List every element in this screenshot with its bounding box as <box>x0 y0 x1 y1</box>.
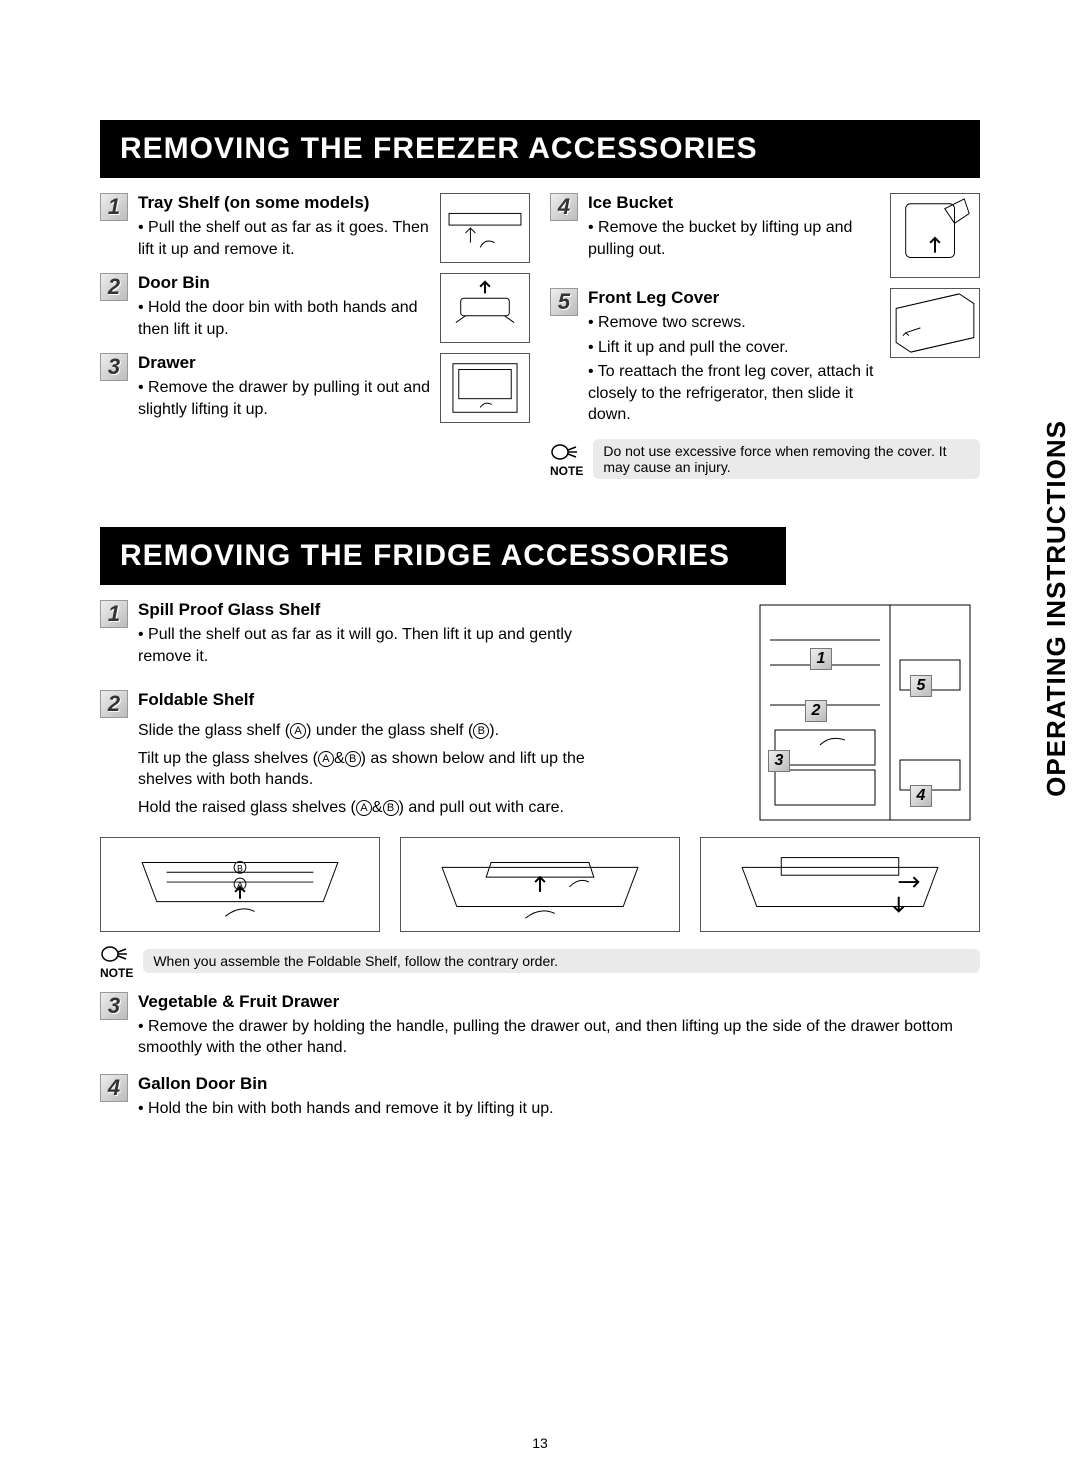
foldable-panel-3 <box>700 837 980 932</box>
callout-5: 5 <box>910 675 932 697</box>
foldable-line-3: Hold the raised glass shelves (A&B) and … <box>138 797 628 819</box>
step-bullet: Remove two screws. <box>588 312 880 334</box>
door-bin-illustration <box>440 273 530 343</box>
side-tab: OPERATING INSTRUCTIONS <box>1041 420 1072 797</box>
step-title: Ice Bucket <box>588 193 880 213</box>
callout-1: 1 <box>810 648 832 670</box>
leg-cover-illustration <box>890 288 980 358</box>
step-title: Drawer <box>138 353 430 373</box>
fridge-step-1: 1 Spill Proof Glass Shelf Pull the shelf… <box>100 600 628 670</box>
step-number: 1 <box>100 600 128 628</box>
step-number: 1 <box>100 193 128 221</box>
step-title: Door Bin <box>138 273 430 293</box>
step-bullet: Pull the shelf out as far as it goes. Th… <box>138 217 430 260</box>
note-text: When you assemble the Foldable Shelf, fo… <box>143 949 980 973</box>
step-title: Vegetable & Fruit Drawer <box>138 992 980 1012</box>
step-bullet: Pull the shelf out as far as it will go.… <box>138 624 628 667</box>
freezer-left-col: 1 Tray Shelf (on some models) Pull the s… <box>100 193 530 487</box>
fridge-step-2: 2 Foldable Shelf Slide the glass shelf (… <box>100 690 628 818</box>
step-bullet: Remove the bucket by lifting up and pull… <box>588 217 880 260</box>
step-number: 4 <box>100 1074 128 1102</box>
fridge-header: REMOVING THE FRIDGE ACCESSORIES <box>100 527 786 585</box>
callout-2: 2 <box>805 700 827 722</box>
freezer-step-5: 5 Front Leg Cover Remove two screws. Lif… <box>550 288 980 429</box>
step-title: Gallon Door Bin <box>138 1074 980 1094</box>
step-bullet: To reattach the front leg cover, attach … <box>588 361 880 426</box>
step-title: Spill Proof Glass Shelf <box>138 600 628 620</box>
step-number: 5 <box>550 288 578 316</box>
step-title: Front Leg Cover <box>588 288 880 308</box>
freezer-step-1: 1 Tray Shelf (on some models) Pull the s… <box>100 193 530 263</box>
step-bullet: Remove the drawer by holding the handle,… <box>138 1016 980 1059</box>
foldable-line-1: Slide the glass shelf (A) under the glas… <box>138 720 628 742</box>
drawer-illustration <box>440 353 530 423</box>
callout-4: 4 <box>910 785 932 807</box>
callout-3: 3 <box>768 750 790 772</box>
step-number: 2 <box>100 690 128 718</box>
step-bullet: Remove the drawer by pulling it out and … <box>138 377 430 420</box>
svg-text:B: B <box>237 863 243 873</box>
note-text: Do not use excessive force when removing… <box>593 439 980 479</box>
foldable-panel-1: B A <box>100 837 380 932</box>
foldable-line-2: Tilt up the glass shelves (A&B) as shown… <box>138 748 628 791</box>
step-number: 3 <box>100 353 128 381</box>
foldable-shelf-illustrations: B A <box>100 837 980 932</box>
step-bullet: Hold the door bin with both hands and th… <box>138 297 430 340</box>
freezer-content: 1 Tray Shelf (on some models) Pull the s… <box>100 193 980 487</box>
fridge-step-4: 4 Gallon Door Bin Hold the bin with both… <box>100 1074 980 1123</box>
step-number: 4 <box>550 193 578 221</box>
page-number: 13 <box>0 1435 1080 1451</box>
fridge-main-illustration: 1 2 3 4 5 <box>750 600 980 830</box>
step-title: Foldable Shelf <box>138 690 628 710</box>
freezer-step-3: 3 Drawer Remove the drawer by pulling it… <box>100 353 530 423</box>
note-icon <box>100 942 128 966</box>
freezer-step-4: 4 Ice Bucket Remove the bucket by liftin… <box>550 193 980 278</box>
freezer-note: NOTE Do not use excessive force when rem… <box>550 439 980 479</box>
fridge-note: NOTE When you assemble the Foldable Shel… <box>100 942 980 980</box>
note-icon <box>550 440 578 464</box>
foldable-panel-2 <box>400 837 680 932</box>
ice-bucket-illustration <box>890 193 980 278</box>
step-title: Tray Shelf (on some models) <box>138 193 430 213</box>
step-number: 2 <box>100 273 128 301</box>
step-bullet: Lift it up and pull the cover. <box>588 337 880 359</box>
freezer-step-2: 2 Door Bin Hold the door bin with both h… <box>100 273 530 343</box>
fridge-step-3: 3 Vegetable & Fruit Drawer Remove the dr… <box>100 992 980 1062</box>
tray-shelf-illustration <box>440 193 530 263</box>
note-label: NOTE <box>550 464 583 478</box>
freezer-header: REMOVING THE FREEZER ACCESSORIES <box>100 120 980 178</box>
freezer-right-col: 4 Ice Bucket Remove the bucket by liftin… <box>550 193 980 487</box>
step-bullet: Hold the bin with both hands and remove … <box>138 1098 980 1120</box>
fridge-content: 1 2 3 4 5 1 Spill Proof Glass Shelf Pull… <box>100 600 980 1122</box>
step-number: 3 <box>100 992 128 1020</box>
note-label: NOTE <box>100 966 133 980</box>
